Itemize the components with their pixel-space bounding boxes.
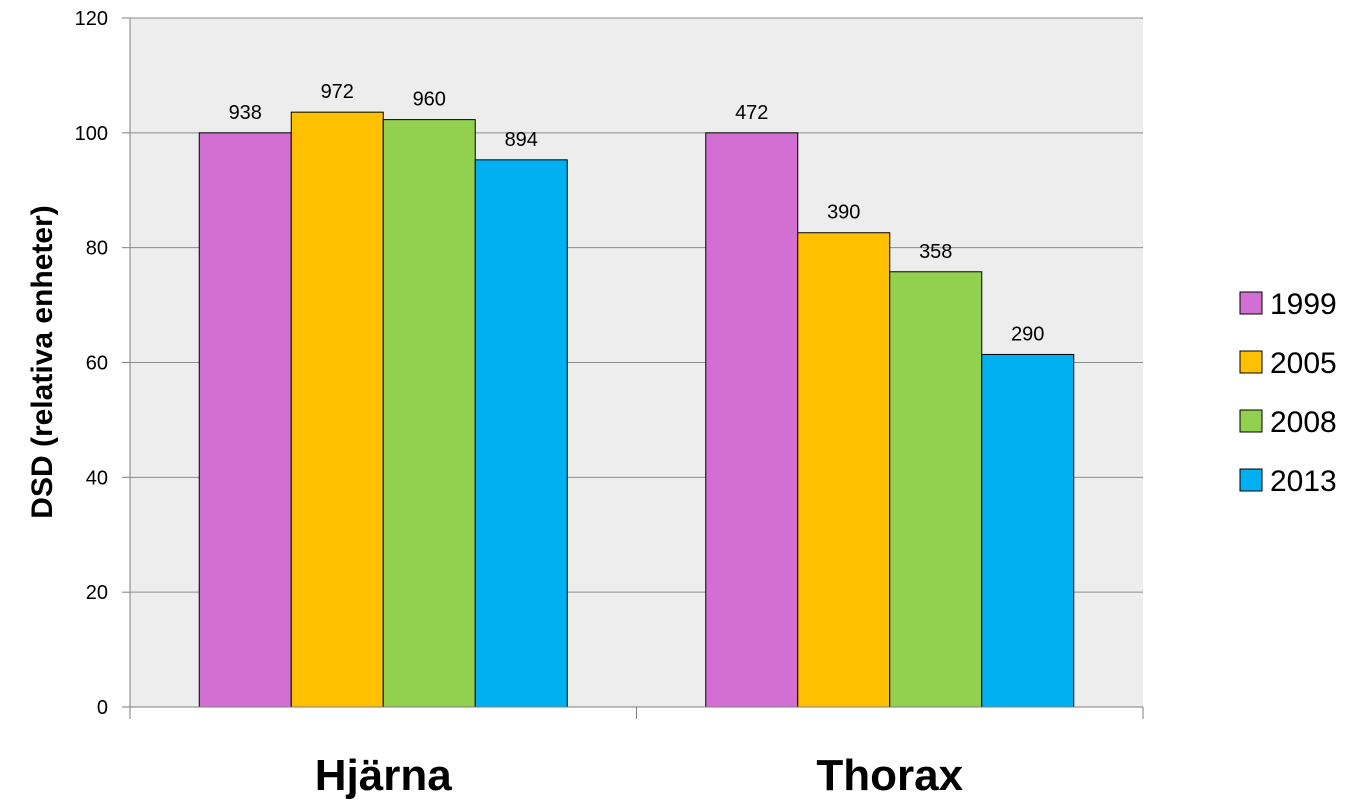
category-label: Hjärna [315, 751, 452, 799]
y-tick-label: 80 [86, 238, 108, 260]
bar-2005-1 [797, 232, 891, 708]
bar-2005-0 [290, 111, 384, 708]
bar-2008-1 [889, 271, 983, 708]
legend-label: 2013 [1270, 465, 1337, 498]
y-tick-label: 20 [86, 582, 108, 604]
legend-swatch-2013 [1239, 468, 1263, 492]
y-axis-title: DSD (relativa enheter) [26, 205, 59, 518]
legend: 1999 2005 2008 2013 [1239, 288, 1337, 498]
data-label: 938 [229, 102, 262, 124]
y-tick-labels: 0 20 40 60 80 100 120 [75, 8, 130, 719]
bar-2008-0 [382, 119, 476, 708]
data-label: 390 [827, 202, 860, 224]
legend-swatch-2008 [1239, 409, 1263, 433]
bar-2013-0 [474, 159, 568, 708]
legend-swatch-1999 [1239, 291, 1263, 315]
legend-label: 1999 [1270, 288, 1337, 321]
y-tick-label: 40 [86, 467, 108, 489]
bar-2013-1 [981, 353, 1075, 708]
data-label: 972 [321, 81, 354, 103]
y-tick-label: 100 [75, 123, 108, 145]
y-tick-label: 120 [75, 8, 108, 30]
legend-label: 2005 [1270, 347, 1337, 380]
bar-1999-0 [198, 132, 292, 708]
category-labels: Hjärna Thorax [315, 751, 964, 800]
bars-group [198, 111, 1075, 708]
category-label: Thorax [816, 751, 963, 799]
data-label: 358 [919, 241, 952, 263]
data-label: 290 [1011, 323, 1044, 345]
y-tick-label: 60 [86, 353, 108, 375]
y-tick-label: 0 [97, 697, 108, 719]
bar-1999-1 [705, 132, 799, 708]
data-label: 960 [413, 89, 446, 111]
data-labels: 938 972 960 894 472 390 358 290 [229, 81, 1045, 345]
legend-swatch-2005 [1239, 350, 1263, 374]
data-label: 894 [505, 129, 538, 151]
data-label: 472 [735, 102, 768, 124]
legend-label: 2008 [1270, 406, 1337, 439]
